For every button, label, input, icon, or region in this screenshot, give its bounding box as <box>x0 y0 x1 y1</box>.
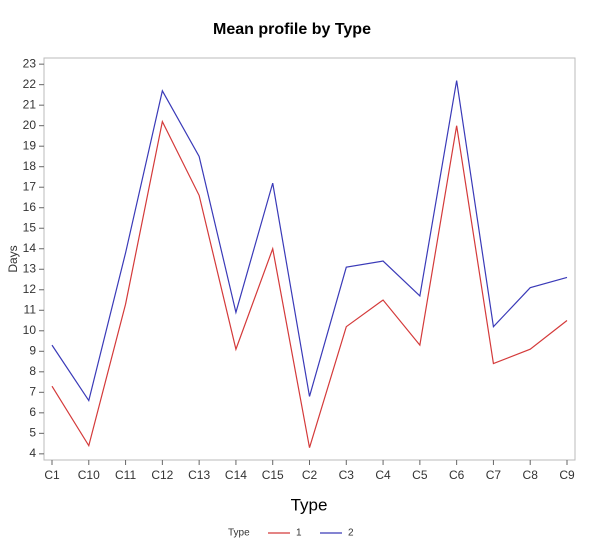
y-tick-label: 10 <box>23 323 37 337</box>
y-axis-label: Days <box>6 245 20 272</box>
x-tick-label: C10 <box>78 468 100 482</box>
y-tick-label: 23 <box>23 56 37 70</box>
y-tick-label: 15 <box>23 220 37 234</box>
y-tick-label: 16 <box>23 200 37 214</box>
x-tick-label: C8 <box>523 468 539 482</box>
y-tick-label: 22 <box>23 77 37 91</box>
x-tick-label: C6 <box>449 468 465 482</box>
y-tick-label: 11 <box>24 302 37 316</box>
y-tick-label: 14 <box>23 241 37 255</box>
series-line <box>51 80 568 402</box>
legend-label: 2 <box>348 528 354 539</box>
x-tick-label: C14 <box>225 468 247 482</box>
y-tick-label: 6 <box>29 405 36 419</box>
x-tick-label: C13 <box>188 468 210 482</box>
legend-title: Type <box>228 528 250 539</box>
y-tick-label: 13 <box>23 261 37 275</box>
x-tick-label: C3 <box>339 468 355 482</box>
x-tick-label: C1 <box>44 468 60 482</box>
y-tick-label: 8 <box>29 364 36 378</box>
x-tick-label: C12 <box>151 468 173 482</box>
x-tick-label: C4 <box>375 468 391 482</box>
x-tick-label: C7 <box>486 468 502 482</box>
y-tick-label: 17 <box>23 179 37 193</box>
x-tick-label: C9 <box>559 468 575 482</box>
x-axis-label: Type <box>291 495 328 514</box>
y-tick-label: 18 <box>23 159 37 173</box>
series-line <box>51 119 568 448</box>
y-tick-label: 20 <box>23 118 37 132</box>
chart-title: Mean profile by Type <box>213 21 371 38</box>
y-tick-label: 19 <box>23 138 37 152</box>
y-tick-label: 7 <box>29 384 36 398</box>
y-tick-label: 21 <box>23 97 37 111</box>
x-tick-label: C11 <box>115 468 136 482</box>
x-tick-label: C15 <box>262 468 284 482</box>
y-tick-label: 5 <box>29 426 36 440</box>
y-tick-label: 9 <box>29 343 36 357</box>
y-tick-label: 12 <box>23 282 37 296</box>
x-tick-label: C5 <box>412 468 428 482</box>
y-tick-label: 4 <box>29 446 36 460</box>
x-tick-label: C2 <box>302 468 318 482</box>
legend-label: 1 <box>296 528 302 539</box>
